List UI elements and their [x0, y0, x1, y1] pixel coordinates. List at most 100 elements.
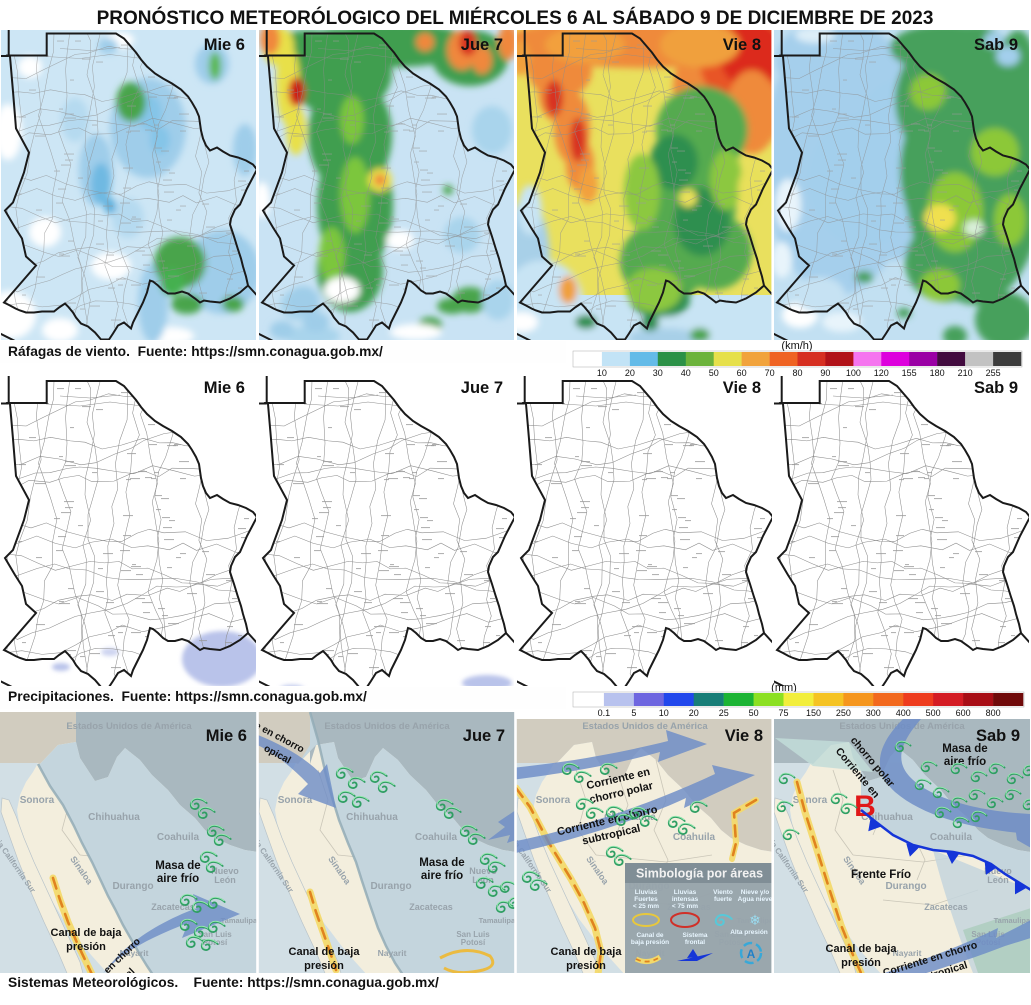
svg-text:Estados Unidos de América: Estados Unidos de América — [582, 721, 708, 732]
svg-text:400: 400 — [896, 708, 911, 718]
svg-text:Durango: Durango — [885, 881, 926, 892]
svg-text:600: 600 — [956, 708, 971, 718]
svg-text:50: 50 — [709, 368, 719, 378]
svg-text:aire frío: aire frío — [421, 870, 463, 882]
svg-text:250: 250 — [836, 708, 851, 718]
svg-text:Jue 7: Jue 7 — [461, 379, 503, 397]
svg-text:pical: pical — [113, 966, 137, 990]
svg-text:80: 80 — [792, 368, 802, 378]
svg-text:Chihuahua: Chihuahua — [88, 812, 140, 823]
svg-text:Coahuila: Coahuila — [930, 832, 973, 843]
svg-text:255: 255 — [986, 368, 1001, 378]
svg-text:Tamaulipas: Tamaulipas — [479, 916, 520, 925]
svg-text:Nayarit: Nayarit — [378, 948, 407, 958]
svg-text:Agua nieve: Agua nieve — [738, 896, 773, 903]
svg-text:Jue 7: Jue 7 — [461, 36, 503, 54]
svg-text:León: León — [472, 875, 494, 885]
svg-text:PRONÓSTICO METEORÓLOGICO DEL M: PRONÓSTICO METEORÓLOGICO DEL MIÉRCOLES 6… — [97, 7, 934, 29]
svg-text:Canal de baja: Canal de baja — [289, 946, 361, 958]
svg-text:Ráfagas de viento. Fuente: ht: Ráfagas de viento. Fuente: https://smn.c… — [8, 344, 383, 359]
svg-text:presión: presión — [841, 957, 881, 969]
svg-text:210: 210 — [958, 368, 973, 378]
svg-text:40: 40 — [681, 368, 691, 378]
svg-text:presión: presión — [566, 960, 606, 972]
svg-text:Mie 6: Mie 6 — [204, 36, 245, 54]
svg-text:90: 90 — [820, 368, 830, 378]
svg-text:Sistema: Sistema — [683, 932, 708, 939]
svg-text:A: A — [747, 947, 756, 961]
svg-text:Chihuahua: Chihuahua — [861, 812, 913, 823]
svg-text:60: 60 — [737, 368, 747, 378]
svg-text:B: B — [854, 790, 876, 823]
svg-text:Potosí: Potosí — [461, 938, 486, 947]
svg-text:San Luis: San Luis — [456, 930, 490, 939]
svg-text:Estados Unidos de América: Estados Unidos de América — [324, 721, 450, 732]
svg-text:Nayarit: Nayarit — [893, 948, 922, 958]
svg-text:Tamaulipas: Tamaulipas — [221, 916, 262, 925]
svg-text:Fuertes: Fuertes — [634, 896, 658, 903]
svg-text:Vie 8: Vie 8 — [723, 379, 761, 397]
svg-text:Coahuila: Coahuila — [415, 832, 458, 843]
svg-text:frontal: frontal — [685, 939, 705, 946]
svg-text:Sab 9: Sab 9 — [976, 727, 1020, 745]
svg-text:Sonora: Sonora — [793, 795, 828, 806]
svg-text:Sistemas Meteorológicos. Fu: Sistemas Meteorológicos. Fuente: https:/… — [8, 975, 439, 990]
svg-text:75: 75 — [778, 708, 788, 718]
svg-text:Sonora: Sonora — [536, 795, 571, 806]
svg-text:presión: presión — [66, 941, 106, 953]
svg-text:800: 800 — [986, 708, 1001, 718]
svg-text:Durango: Durango — [112, 881, 153, 892]
svg-text:Sonora: Sonora — [20, 795, 55, 806]
svg-text:155: 155 — [902, 368, 917, 378]
svg-text:Vie 8: Vie 8 — [723, 36, 761, 54]
svg-text:fuerte: fuerte — [714, 896, 732, 903]
svg-text:Masa de: Masa de — [155, 860, 200, 872]
svg-text:5: 5 — [631, 708, 636, 718]
svg-text:(km/h): (km/h) — [781, 340, 812, 352]
svg-text:Mie 6: Mie 6 — [204, 379, 245, 397]
svg-text:Nayarit: Nayarit — [120, 948, 149, 958]
svg-text:Sonora: Sonora — [278, 795, 313, 806]
svg-text:Canal de baja: Canal de baja — [51, 927, 123, 939]
svg-text:Simbología por áreas: Simbología por áreas — [636, 867, 763, 881]
svg-text:20: 20 — [689, 708, 699, 718]
svg-text:aire frío: aire frío — [157, 873, 199, 885]
svg-text:(mm): (mm) — [771, 682, 797, 694]
svg-text:0.1: 0.1 — [598, 708, 611, 718]
svg-text:Sab 9: Sab 9 — [974, 379, 1018, 397]
svg-text:Mie 6: Mie 6 — [206, 727, 247, 745]
svg-text:Canal de baja: Canal de baja — [551, 946, 623, 958]
svg-text:presión: presión — [304, 960, 344, 972]
svg-text:Frente Frío: Frente Frío — [851, 869, 911, 881]
svg-text:León: León — [214, 875, 236, 885]
svg-text:Lluvias: Lluvias — [635, 889, 658, 896]
svg-text:Coahuila: Coahuila — [157, 832, 200, 843]
svg-text:Precipitaciones. Fuente: http: Precipitaciones. Fuente: https://smn.con… — [8, 689, 367, 704]
svg-text:Estados Unidos de América: Estados Unidos de América — [66, 721, 192, 732]
svg-text:Sab 9: Sab 9 — [974, 36, 1018, 54]
svg-text:San Luis: San Luis — [198, 930, 232, 939]
svg-text:Zacatecas: Zacatecas — [409, 902, 453, 912]
svg-text:Lluvias: Lluvias — [674, 889, 697, 896]
svg-text:Masa de: Masa de — [419, 857, 464, 869]
svg-text:< 75 mm: < 75 mm — [672, 903, 698, 910]
svg-text:Coahuila: Coahuila — [673, 832, 716, 843]
svg-text:150: 150 — [806, 708, 821, 718]
svg-text:Vie 8: Vie 8 — [725, 727, 763, 745]
svg-text:baja presión: baja presión — [631, 939, 669, 946]
svg-text:Zacatecas: Zacatecas — [151, 902, 195, 912]
svg-text:Nuevo: Nuevo — [984, 866, 1012, 876]
svg-text:10: 10 — [659, 708, 669, 718]
svg-text:Alta presión: Alta presión — [730, 929, 768, 936]
svg-text:20: 20 — [625, 368, 635, 378]
svg-text:500: 500 — [926, 708, 941, 718]
svg-text:Tamaulipas: Tamaulipas — [994, 916, 1031, 925]
svg-text:300: 300 — [866, 708, 881, 718]
svg-text:❄: ❄ — [749, 912, 761, 928]
svg-text:intensas: intensas — [672, 896, 699, 903]
svg-text:120: 120 — [874, 368, 889, 378]
svg-text:Nuevo: Nuevo — [469, 866, 497, 876]
svg-text:Zacatecas: Zacatecas — [924, 902, 968, 912]
svg-text:< 25 mm: < 25 mm — [633, 903, 659, 910]
svg-text:Nuevo: Nuevo — [211, 866, 239, 876]
